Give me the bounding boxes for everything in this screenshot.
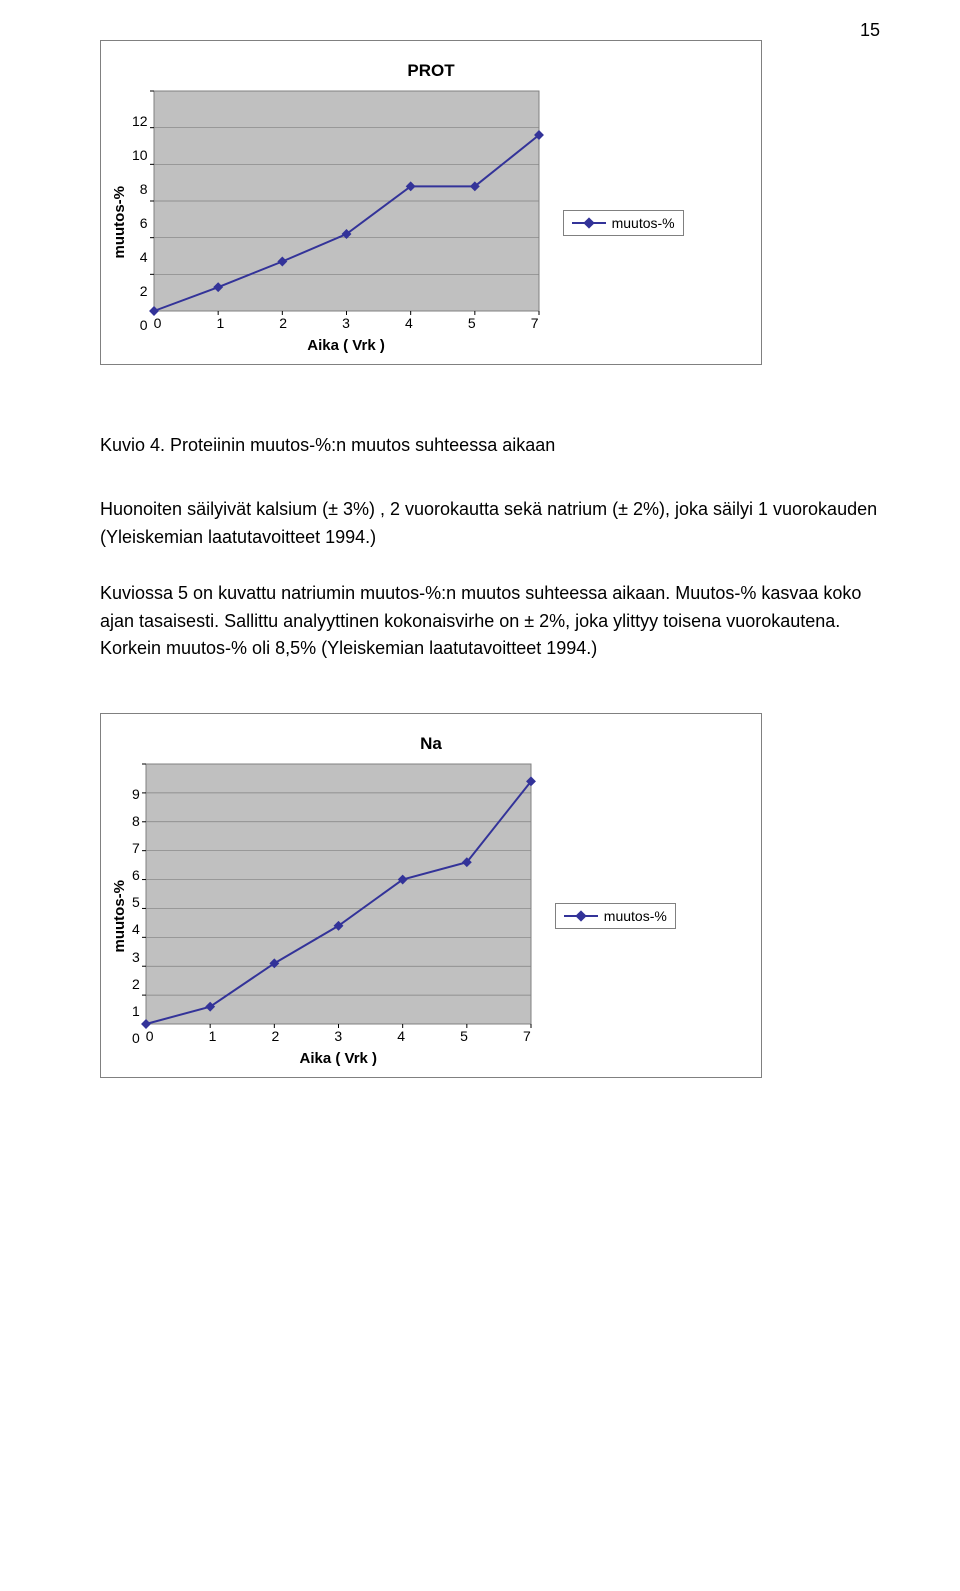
caption-prot: Kuvio 4. Proteiinin muutos-%:n muutos su… [100,435,880,456]
body-paragraph: Huonoiten säilyivät kalsium (± 3%) , 2 v… [100,496,880,663]
chart-na-title: Na [111,734,751,754]
chart-na-legend-label: muutos-% [604,908,667,924]
chart-na-x-label: Aika ( Vrk ) [146,1050,531,1067]
chart-prot-y-label: muutos-% [111,186,128,259]
chart-prot-frame: PROT muutos-% 121086420 0123457 Aika ( V… [100,40,762,365]
chart-prot-legend: muutos-% [563,210,684,236]
chart-prot-plot [154,91,539,311]
chart-na-y-label: muutos-% [111,880,128,953]
page: 15 PROT muutos-% 121086420 0123457 Aika … [0,0,960,1168]
chart-prot-x-ticks: 0123457 [154,311,539,331]
chart-na-x-ticks: 0123457 [146,1024,531,1044]
chart-prot-y-ticks: 121086420 [132,113,154,333]
chart-na-y-ticks: 9876543210 [132,786,146,1046]
chart-na-frame: Na muutos-% 9876543210 0123457 Aika ( Vr… [100,713,762,1078]
chart-prot-x-label: Aika ( Vrk ) [154,337,539,354]
page-number: 15 [860,20,880,41]
chart-na-plot [146,764,531,1024]
chart-na-legend: muutos-% [555,903,676,929]
chart-prot-legend-label: muutos-% [612,215,675,231]
chart-prot-title: PROT [111,61,751,81]
